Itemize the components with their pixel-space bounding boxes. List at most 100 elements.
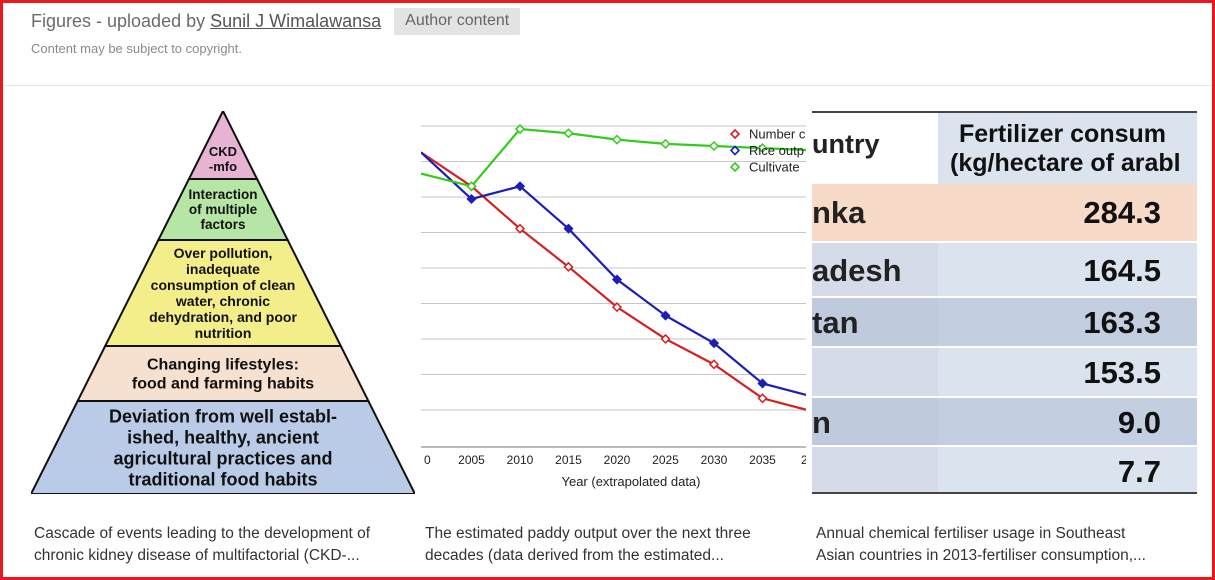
x-tick-label: 2010 [507, 453, 534, 467]
x-tick-label: 2025 [652, 453, 679, 467]
table-row: n 9.0 [812, 396, 1197, 447]
author-content-badge: Author content [394, 8, 521, 35]
value-cell: 163.3 [1083, 305, 1161, 340]
value-cell: 7.7 [1117, 453, 1161, 489]
header-line: Fertilizer consum [959, 120, 1166, 148]
data-point [708, 140, 720, 152]
header-cell: Fertilizer consum (kg/hectare of arabl [938, 111, 1197, 184]
figure-card-paddy-chart[interactable]: 0 2005 2010 2015 2020 2025 2030 2035 204 Year (ex… [421, 111, 806, 494]
data-point [563, 128, 574, 139]
table-top-rule [812, 111, 1197, 113]
x-tick-label: 0 [424, 453, 431, 467]
value-cell: 9.0 [1117, 404, 1161, 440]
pyramid-level-label: food and farming habits [132, 376, 314, 393]
caption-line: The estimated paddy output over the next… [425, 525, 751, 542]
data-point [611, 302, 623, 313]
figure-caption[interactable]: Cascade of events leading to the develop… [34, 523, 414, 567]
country-cell: n [812, 398, 938, 447]
pyramid-level-label: traditional food habits [129, 469, 318, 489]
data-point [660, 333, 671, 344]
paddy-output-chart: 0 2005 2010 2015 2020 2025 2030 2035 204 Year (ex… [421, 111, 806, 494]
legend-entry: Rice outp [749, 143, 804, 158]
figure-caption[interactable]: Annual chemical fertiliser usage in Sout… [816, 523, 1196, 567]
legend-marker [729, 145, 741, 156]
data-point [757, 378, 768, 389]
table-row: nka 284.3 [812, 184, 1197, 241]
country-cell: adesh [812, 243, 938, 298]
data-point [514, 223, 526, 234]
uploader-link[interactable]: Sunil J Wimalawansa [210, 11, 382, 31]
figures-header: Figures - uploaded by Sunil J Wimalawansa… [31, 8, 521, 78]
data-point [466, 193, 477, 205]
data-point [611, 274, 623, 285]
header-cell: untry [812, 111, 938, 184]
header-line: (kg/hectare of arabl [950, 149, 1181, 177]
data-point [611, 134, 623, 145]
legend-entry: Number c [749, 127, 806, 142]
caption-line: Cascade of events leading to the develop… [34, 525, 371, 542]
value-cell: 284.3 [1083, 194, 1161, 230]
country-cell: nka [812, 184, 938, 241]
data-point [757, 143, 768, 154]
caption-line: Asian countries in 2013-fertiliser consu… [816, 547, 1146, 564]
caption-line: chronic kidney disease of multifactorial… [34, 547, 360, 564]
country-cell [812, 447, 938, 494]
pyramid-level-label: factors [200, 217, 245, 232]
copyright-note: Content may be subject to copyright. [31, 41, 243, 56]
x-tick-label: 204 [801, 453, 806, 467]
pyramid-level-label: Interaction [188, 187, 257, 202]
data-point [514, 123, 526, 135]
value-cell: 164.5 [1083, 252, 1161, 288]
data-point [660, 138, 671, 149]
pyramid-level-label: CKD [209, 144, 237, 159]
pyramid-level-label: Over pollution, [174, 245, 273, 261]
pyramid-level-label: nutrition [195, 325, 252, 341]
legend-marker [729, 161, 741, 173]
pyramid-level-label: consumption of clean [151, 277, 296, 293]
data-point [708, 338, 720, 349]
x-axis-label: Year (extrapolated data) [561, 474, 700, 489]
data-point [563, 261, 574, 272]
pyramid-level-label: Changing lifestyles: [147, 357, 299, 374]
figure-card-pyramid[interactable]: CKD -mfo Interaction of multiple factors Over… [31, 111, 415, 494]
header-divider [3, 85, 1212, 86]
x-tick-label: 2030 [701, 453, 728, 467]
country-cell [812, 348, 938, 398]
value-cell: 153.5 [1083, 355, 1161, 390]
country-cell: tan [812, 298, 938, 348]
data-point [757, 393, 768, 404]
data-point [660, 310, 671, 321]
fertiliser-table: untry Fertilizer consum (kg/hectare of ara… [812, 111, 1197, 494]
data-point [708, 359, 720, 370]
table-row: tan 163.3 [812, 296, 1197, 348]
x-tick-label: 2015 [555, 453, 582, 467]
pyramid-level-label: agricultural practices and [113, 448, 332, 468]
pyramid-level-label: dehydration, and poor [149, 309, 297, 325]
table-row: 7.7 [812, 445, 1197, 494]
pyramid-level-label: Deviation from well establ- [109, 406, 337, 426]
figure-caption[interactable]: The estimated paddy output over the next… [425, 523, 805, 567]
legend-marker [729, 128, 741, 140]
table-row: 153.5 [812, 346, 1197, 398]
pyramid-level [31, 400, 415, 494]
table-bottom-rule [812, 492, 1197, 494]
figure-card-fertiliser-table[interactable]: untry Fertilizer consum (kg/hectare of ara… [812, 111, 1197, 494]
table-header: untry Fertilizer consum (kg/hectare of ara… [812, 111, 1197, 184]
x-tick-label: 2005 [458, 453, 485, 467]
caption-line: decades (data derived from the estimated… [425, 547, 724, 564]
pyramid-level-label: water, chronic [175, 293, 270, 309]
title-prefix: Figures - uploaded by [31, 11, 206, 31]
figures-title: Figures - uploaded by Sunil J Wimalawansa [31, 11, 381, 32]
x-tick-label: 2020 [604, 453, 631, 467]
pyramid-level-label: of multiple [189, 202, 258, 217]
caption-line: Annual chemical fertiliser usage in Sout… [816, 525, 1126, 542]
data-point [466, 181, 477, 192]
legend-entry: Cultivate [749, 160, 800, 175]
data-point [514, 181, 526, 192]
pyramid-level-label: ished, healthy, ancient [127, 427, 319, 447]
pyramid-level-label: -mfo [209, 159, 237, 174]
pyramid-level-label: inadequate [186, 261, 260, 277]
x-tick-label: 2035 [749, 453, 776, 467]
